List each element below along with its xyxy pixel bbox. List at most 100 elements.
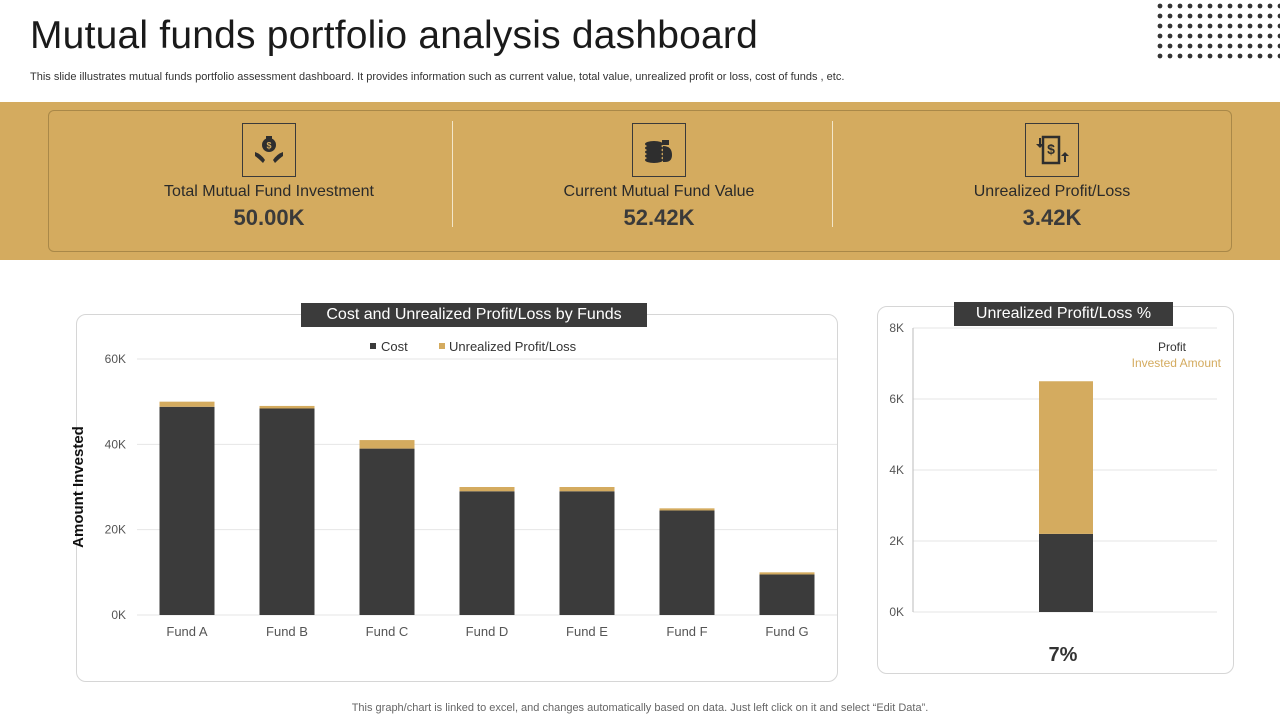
bar-profit (759, 572, 815, 575)
dot (1207, 13, 1213, 19)
dot (1217, 33, 1223, 39)
dot (1237, 43, 1243, 49)
dot (1177, 3, 1183, 9)
dot (1167, 13, 1173, 19)
dot (1167, 3, 1173, 9)
x-tick-label: Fund E (566, 624, 608, 639)
dot (1167, 43, 1173, 49)
dot (1177, 23, 1183, 29)
dot (1277, 13, 1280, 19)
dot (1277, 3, 1280, 9)
dot (1227, 13, 1233, 19)
dot (1277, 53, 1280, 59)
dot (1197, 13, 1203, 19)
bar-profit (459, 487, 515, 492)
y-tick-label: 0K (111, 608, 126, 622)
dot (1167, 33, 1173, 39)
dot (1267, 3, 1273, 9)
dot (1207, 3, 1213, 9)
money-bag-hands-icon: $ (242, 123, 296, 177)
dot (1207, 43, 1213, 49)
dot (1197, 43, 1203, 49)
dot (1257, 23, 1263, 29)
dot (1257, 3, 1263, 9)
dot (1197, 23, 1203, 29)
x-tick-label: Fund G (765, 624, 808, 639)
legend-label-cost: Cost (381, 339, 408, 354)
dot (1157, 13, 1163, 19)
dot (1247, 53, 1253, 59)
x-tick-label: Fund B (266, 624, 308, 639)
dot (1237, 3, 1243, 9)
dot (1257, 53, 1263, 59)
dot (1157, 23, 1163, 29)
dot (1217, 3, 1223, 9)
dot (1177, 13, 1183, 19)
bar-cost (759, 574, 815, 615)
x-tick-label: Fund D (466, 624, 509, 639)
dot (1157, 53, 1163, 59)
dot (1187, 23, 1193, 29)
bar-profit (559, 487, 615, 492)
dot (1157, 3, 1163, 9)
dot (1237, 33, 1243, 39)
dot (1227, 23, 1233, 29)
kpi-divider (832, 121, 833, 227)
dot (1167, 53, 1173, 59)
dot (1257, 33, 1263, 39)
dot (1177, 43, 1183, 49)
kpi-current-value: Current Mutual Fund Value 52.42K (509, 123, 809, 231)
dot (1217, 13, 1223, 19)
dot (1277, 33, 1280, 39)
dot (1267, 23, 1273, 29)
y-tick-label: 40K (105, 437, 126, 451)
x-tick-label: Fund F (666, 624, 707, 639)
dot (1187, 13, 1193, 19)
dot (1247, 43, 1253, 49)
dot (1257, 13, 1263, 19)
y-tick-label: 2K (889, 534, 904, 548)
dot (1227, 53, 1233, 59)
bar-profit (659, 508, 715, 511)
dot (1247, 13, 1253, 19)
dot (1267, 53, 1273, 59)
dot (1257, 43, 1263, 49)
dot (1277, 43, 1280, 49)
cost-profit-bar-chart: 0K 20K 40K 60K Amount Invested Cost Unrealized… (70, 339, 837, 639)
kpi-total-investment: $ Total Mutual Fund Investment 50.00K (119, 123, 419, 231)
dot (1217, 23, 1223, 29)
profit-pct-value: 7% (1048, 644, 1078, 666)
bar-cost (559, 491, 615, 615)
bar-profit (259, 405, 315, 409)
dot (1187, 33, 1193, 39)
svg-text:$: $ (266, 141, 271, 151)
dot (1247, 3, 1253, 9)
decorative-dots (1157, 3, 1280, 59)
page-subtitle: This slide illustrates mutual funds port… (30, 71, 845, 83)
dot (1267, 43, 1273, 49)
dot (1187, 3, 1193, 9)
legend-label-profit: Profit (1158, 340, 1187, 354)
dot (1277, 23, 1280, 29)
kpi-band: $ Total Mutual Fund Investment 50.00K (0, 102, 1280, 260)
kpi-value: 50.00K (233, 205, 305, 230)
legend-swatch-profit (439, 343, 445, 349)
dot (1227, 3, 1233, 9)
dot (1177, 53, 1183, 59)
y-axis-label: Amount Invested (70, 426, 87, 548)
y-tick-label: 6K (889, 392, 904, 406)
page-title: Mutual funds portfolio analysis dashboar… (30, 14, 758, 57)
dot (1247, 23, 1253, 29)
x-tick-label: Fund A (166, 624, 208, 639)
bar-cost (359, 448, 415, 615)
coin-stack-icon (632, 123, 686, 177)
dot (1267, 13, 1273, 19)
x-tick-label: Fund C (366, 624, 409, 639)
kpi-value: 52.42K (623, 205, 695, 230)
bar-cost (659, 510, 715, 615)
dot (1207, 23, 1213, 29)
dollar-document-icon: $ (1025, 123, 1079, 177)
dot (1227, 43, 1233, 49)
y-tick-label: 60K (105, 352, 126, 366)
